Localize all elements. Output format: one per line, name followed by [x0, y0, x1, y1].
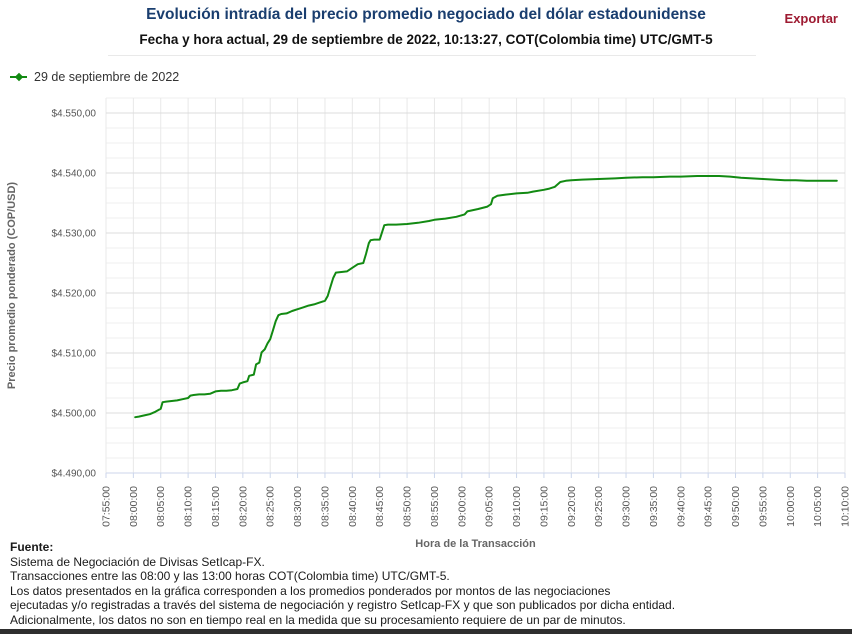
footnote-line: Transacciones entre las 08:00 y las 13:0… [10, 569, 450, 584]
legend-item[interactable]: 29 de septiembre de 2022 [10, 70, 179, 84]
x-tick-label: 08:40:00 [347, 486, 359, 527]
x-tick-label: 08:20:00 [237, 486, 249, 527]
y-axis-title: Precio promedio ponderado (COP/USD) [6, 182, 18, 390]
price-line-series [134, 175, 838, 419]
x-tick-label: 08:35:00 [319, 486, 331, 527]
x-tick-label: 09:55:00 [757, 486, 769, 527]
x-tick-label: 10:05:00 [812, 486, 824, 527]
x-tick-label: 08:25:00 [265, 486, 277, 527]
footnote-line: Sistema de Negociación de Divisas SetIca… [10, 554, 265, 569]
x-tick-label: 08:55:00 [429, 486, 441, 527]
x-tick-label: 08:45:00 [374, 486, 386, 527]
export-button[interactable]: Exportar [784, 11, 838, 26]
source-footnote: Fuente: Sistema de Negociación de Divisa… [10, 540, 675, 628]
x-tick-label: 10:10:00 [840, 486, 852, 527]
x-tick-label: 09:45:00 [703, 486, 715, 527]
header-divider [108, 55, 756, 56]
x-axis-title: Hora de la Transacción [415, 538, 536, 550]
y-tick-label: $4.550,00 [52, 109, 97, 120]
x-tick-label: 08:50:00 [402, 486, 414, 527]
x-tick-label: 08:00:00 [128, 486, 140, 527]
title-row: Evolución intradía del precio promedio n… [0, 6, 852, 24]
x-tick-label: 09:40:00 [675, 486, 687, 527]
x-tick-label: 07:55:00 [101, 486, 113, 527]
x-tick-label: 09:50:00 [730, 486, 742, 527]
x-tick-label: 09:35:00 [648, 486, 660, 527]
y-tick-label: $4.490,00 [52, 469, 97, 480]
x-tick-label: 09:10:00 [511, 486, 523, 527]
series-marker-icon [10, 76, 27, 78]
x-tick-label: 08:10:00 [183, 486, 195, 527]
x-tick-label: 10:00:00 [785, 486, 797, 527]
bottom-page-edge-bar [0, 629, 852, 634]
x-tick-label: 09:30:00 [621, 486, 633, 527]
x-tick-label: 09:20:00 [566, 486, 578, 527]
footnote-line: Los datos presentados en la gráfica corr… [10, 583, 611, 598]
x-tick-label: 09:00:00 [456, 486, 468, 527]
y-tick-label: $4.510,00 [52, 349, 97, 360]
current-datetime-subtitle: Fecha y hora actual, 29 de septiembre de… [139, 32, 713, 47]
footnote-line: ejecutadas y/o registradas a través del … [10, 598, 676, 613]
footnote-line: Adicionalmente, los datos no son en tiem… [10, 612, 626, 627]
x-tick-label: 08:30:00 [292, 486, 304, 527]
y-tick-label: $4.520,00 [52, 289, 97, 300]
price-chart-svg: $4.550,00 $4.540,00 $4.530,00 $4.520,00 $4.5… [6, 97, 852, 527]
x-tick-label: 09:25:00 [593, 486, 605, 527]
source-label: Fuente: [10, 540, 54, 554]
page-title: Evolución intradía del precio promedio n… [146, 6, 706, 23]
x-tick-label: 09:05:00 [484, 486, 496, 527]
y-tick-label: $4.500,00 [52, 409, 97, 420]
x-tick-label: 08:05:00 [155, 486, 167, 527]
y-tick-label: $4.540,00 [52, 169, 97, 180]
x-tick-label: 09:15:00 [538, 486, 550, 527]
y-tick-label: $4.530,00 [52, 229, 97, 240]
legend-label: 29 de septiembre de 2022 [34, 70, 180, 84]
x-tick-label: 08:15:00 [210, 486, 222, 527]
